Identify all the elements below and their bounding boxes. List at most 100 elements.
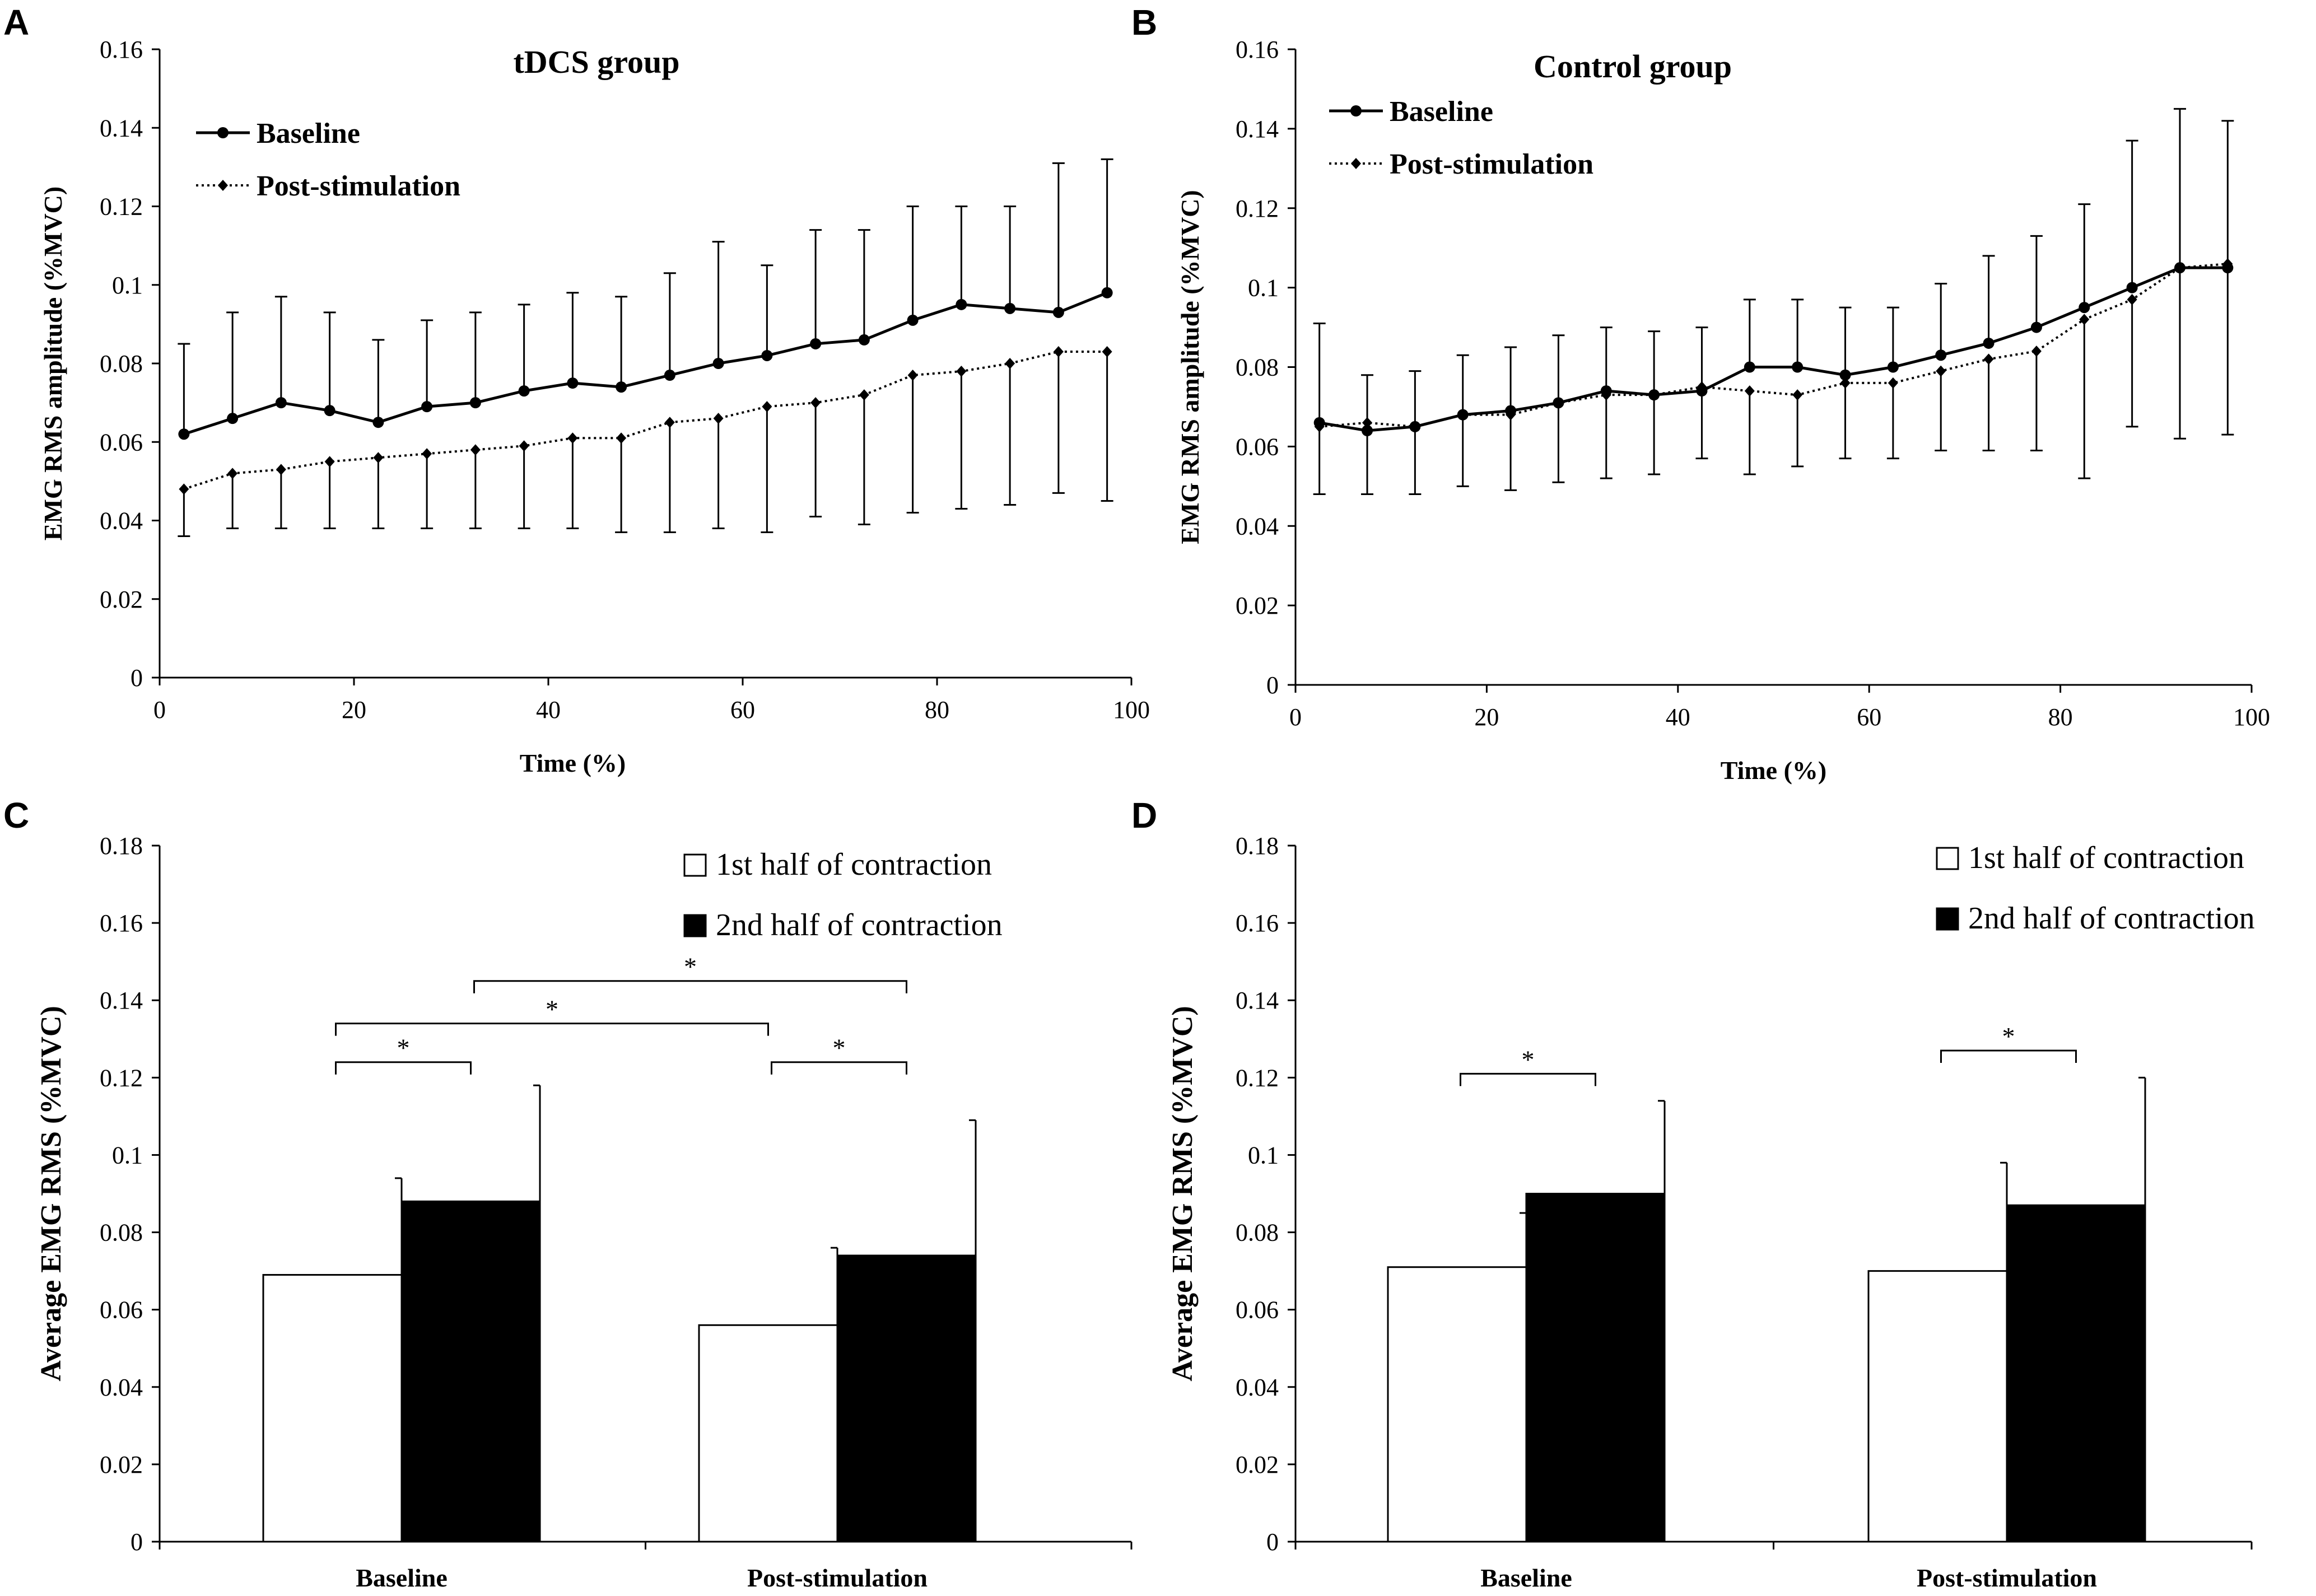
data-point-post-stimulation (1840, 377, 1851, 389)
legend-label-first-half: 1st half of contraction (716, 847, 992, 882)
data-point-post-stimulation (1053, 346, 1064, 357)
data-point-post-stimulation (1983, 353, 1994, 365)
y-tick-label: 0.02 (100, 1451, 143, 1478)
data-point-post-stimulation (810, 397, 821, 409)
data-point-post-stimulation (324, 456, 335, 468)
y-tick-label: 0.14 (100, 114, 143, 142)
x-tick-label: 100 (1113, 696, 1150, 724)
data-point-baseline (518, 385, 530, 397)
x-tick-label: 0 (153, 696, 166, 724)
chart-title: Control group (1534, 48, 1732, 85)
y-tick-label: 0.18 (1236, 832, 1279, 860)
data-point-post-stimulation (422, 448, 432, 460)
data-point-baseline (275, 397, 287, 409)
category-label: Post-stimulation (747, 1564, 928, 1592)
legend-label-post-stimulation: Post-stimulation (1390, 148, 1593, 180)
data-point-post-stimulation (179, 483, 189, 495)
legend-label-second-half: 2nd half of contraction (1968, 901, 2255, 936)
x-tick-label: 20 (1474, 703, 1499, 731)
significance-star: * (833, 1034, 846, 1062)
data-point-baseline (1101, 287, 1113, 298)
panel-c: C 0 0.02 0.04 0.06 0.08 0.1 0.12 0.14 0.16 0.18 Ave… (3, 795, 1133, 1592)
y-tick-label: 0.06 (100, 1296, 143, 1324)
data-point-baseline (469, 397, 481, 409)
y-tick-label: 0.16 (1236, 36, 1279, 63)
data-point-post-stimulation (1744, 385, 1755, 397)
x-tick-label: 60 (1857, 703, 1881, 731)
x-tick-label: 100 (2233, 703, 2270, 731)
y-tick-label: 0 (1266, 1528, 1279, 1556)
y-tick-label: 0.12 (100, 1064, 143, 1091)
y-tick-label: 0 (1266, 671, 1279, 699)
x-tick-label: 40 (1666, 703, 1690, 731)
data-point-post-stimulation (907, 370, 918, 381)
category-label: Baseline (1480, 1564, 1572, 1592)
x-axis-title: Time (%) (1721, 756, 1827, 785)
data-point-baseline (1052, 306, 1064, 318)
significance-star: * (397, 1034, 410, 1062)
y-tick-label: 0.08 (100, 350, 143, 377)
panel-letter: D (1131, 795, 1157, 836)
x-tick-label: 60 (730, 696, 755, 724)
y-tick-label: 0.08 (100, 1219, 143, 1247)
x-tick-label: 20 (342, 696, 366, 724)
x-axis-title: Time (%) (520, 749, 626, 777)
data-point-baseline (372, 417, 384, 428)
data-point-baseline (1887, 361, 1899, 373)
y-tick-label: 0.18 (100, 832, 143, 860)
data-point-baseline (2030, 321, 2042, 333)
data-point-post-stimulation (2174, 262, 2185, 274)
x-tick-label: 40 (536, 696, 561, 724)
data-point-baseline (1362, 425, 1373, 436)
series-line-baseline (1319, 266, 2228, 432)
significance-bracket (771, 1061, 907, 1075)
y-axis-title: EMG RMS amplitude (%MVC) (39, 186, 67, 540)
data-point-post-stimulation (1506, 409, 1516, 421)
y-tick-label: 0.14 (1236, 987, 1279, 1014)
data-point-baseline (2126, 282, 2138, 293)
panel-letter: A (3, 2, 29, 43)
data-point-baseline (1935, 349, 1947, 361)
data-point-post-stimulation (762, 401, 772, 413)
significance-star: * (546, 995, 558, 1024)
category-label: Baseline (356, 1564, 448, 1592)
data-point-post-stimulation (567, 432, 578, 444)
data-point-post-stimulation (1005, 358, 1015, 369)
significance-star: * (684, 953, 697, 981)
y-tick-label: 0.16 (100, 36, 143, 63)
y-tick-label: 0.1 (112, 1141, 143, 1169)
category-label: Post-stimulation (1917, 1564, 2097, 1592)
data-point-post-stimulation (713, 413, 724, 424)
bar-first-half (1867, 1270, 2008, 1543)
bar-first-half (1387, 1266, 1527, 1543)
data-point-baseline (1004, 302, 1016, 314)
data-point-post-stimulation (1888, 377, 1898, 389)
data-point-baseline (1983, 337, 1995, 349)
significance-star: * (1522, 1045, 1535, 1074)
data-point-post-stimulation (1553, 397, 1564, 409)
legend-marker-post-stimulation (1351, 158, 1361, 169)
data-point-post-stimulation (1362, 417, 1373, 428)
data-point-baseline (616, 381, 627, 393)
data-point-post-stimulation (616, 432, 627, 444)
data-point-post-stimulation (859, 389, 869, 401)
data-point-post-stimulation (1697, 381, 1707, 393)
data-point-baseline (761, 349, 773, 361)
panel-d: D 0 0.02 0.04 0.06 0.08 0.1 0.12 0.14 0.16 0.18 Ave… (1131, 795, 2255, 1592)
data-point-baseline (712, 358, 724, 369)
data-point-baseline (810, 338, 822, 349)
y-tick-label: 0.16 (100, 909, 143, 937)
data-point-post-stimulation (1792, 389, 1803, 401)
bar-first-half (698, 1324, 838, 1543)
data-point-post-stimulation (276, 464, 286, 475)
y-tick-label: 0.04 (100, 1374, 143, 1401)
y-tick-label: 0.16 (1236, 909, 1279, 937)
chart-title: tDCS group (513, 44, 679, 80)
y-tick-label: 0.04 (100, 507, 143, 535)
y-tick-label: 0.02 (1236, 1451, 1279, 1478)
data-point-post-stimulation (1649, 389, 1660, 401)
y-tick-label: 0.04 (1236, 512, 1279, 540)
data-point-post-stimulation (1936, 365, 1946, 377)
y-tick-label: 0.12 (1236, 1064, 1279, 1091)
